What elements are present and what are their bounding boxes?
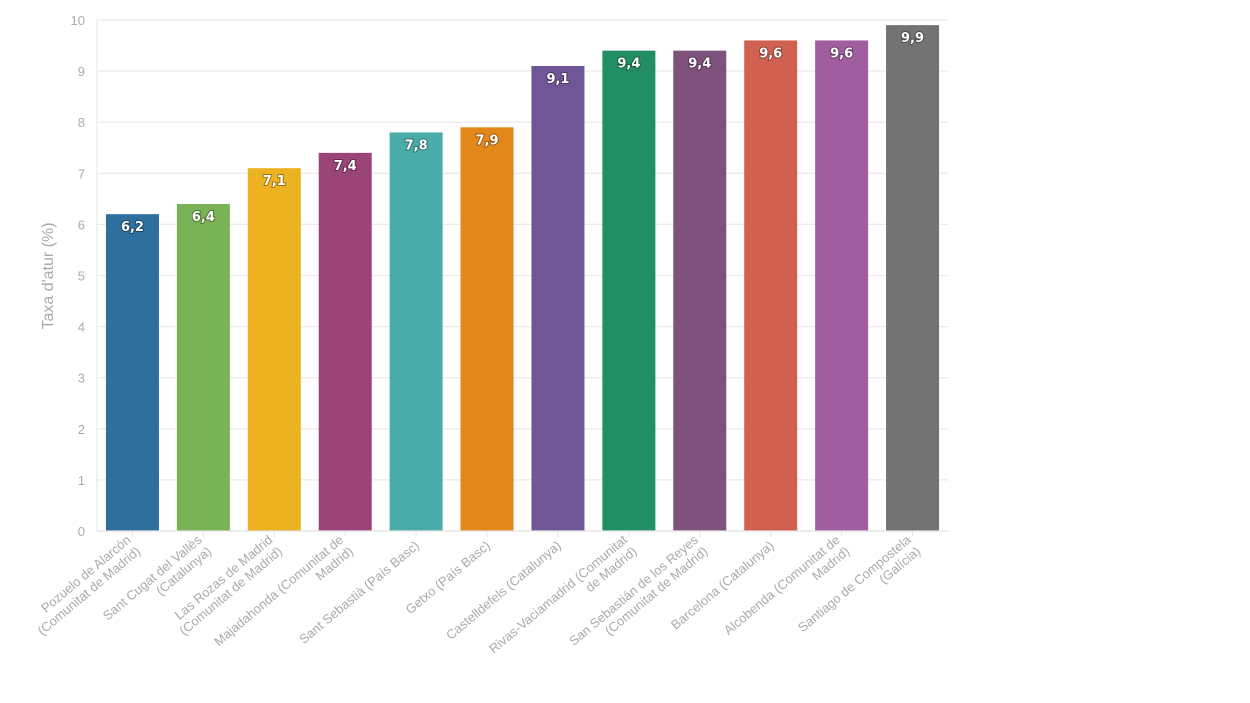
bar	[176, 203, 230, 531]
x-tick-label-line: Santiago de Compostela	[795, 532, 914, 636]
bar	[744, 40, 798, 531]
x-tick-label-line: Alcobenda (Comunitat de	[721, 532, 843, 638]
bar	[531, 65, 585, 532]
y-tick-label: 3	[78, 371, 85, 386]
bar	[318, 152, 372, 532]
bar	[602, 50, 656, 531]
bar-value-label: 6,2	[121, 220, 144, 235]
bar-value-label: 9,6	[830, 46, 853, 61]
bar	[815, 40, 869, 531]
x-tick-label-line: Castelldefels (Catalunya)	[443, 538, 564, 643]
bar	[389, 132, 443, 532]
y-tick-label: 7	[78, 166, 85, 181]
y-tick-label: 8	[78, 115, 85, 130]
bar-value-label: 6,4	[192, 210, 215, 225]
x-axis: Pozuelo de Alarcón(Comunitat de Madrid) S…	[25, 530, 948, 660]
bar	[460, 127, 514, 531]
y-tick-label: 0	[78, 524, 85, 539]
bar-value-label: 9,1	[546, 72, 569, 87]
bar-value-label: 7,1	[263, 174, 286, 189]
y-tick-label: 2	[78, 422, 85, 437]
y-axis-label: Taxa d'atur (%)	[40, 222, 57, 329]
bar-value-label: 9,4	[688, 57, 711, 72]
x-tick-label: Castelldefels (Catalunya)	[443, 538, 564, 643]
y-tick-label: 4	[78, 320, 85, 335]
bar-value-label: 7,4	[334, 159, 357, 174]
bar	[105, 214, 159, 531]
bar	[247, 168, 301, 531]
bar-value-label: 9,4	[617, 57, 640, 72]
y-tick-label: 6	[78, 217, 85, 232]
bar-value-label: 9,6	[759, 46, 782, 61]
x-tick-label: Pozuelo de Alarcón(Comunitat de Madrid)	[25, 532, 143, 638]
bar-value-label: 7,8	[405, 138, 428, 153]
bars: 6,2 6,4 7,1 7,4 7,8 7,9 9,1 9,4 9,4 9,6 9,6 9,9	[105, 25, 940, 532]
bar-value-label: 7,9	[476, 133, 499, 148]
bar-value-label: 9,9	[901, 31, 924, 46]
grid-lines	[97, 19, 948, 532]
y-tick-label: 10	[71, 13, 85, 28]
y-tick-label: 5	[78, 269, 85, 284]
bar	[673, 50, 727, 531]
y-tick-label: 1	[78, 473, 85, 488]
y-axis: 0 1 2 3 4 5 6 7 8 9 10	[71, 13, 98, 539]
bar	[886, 25, 940, 532]
y-tick-label: 9	[78, 64, 85, 79]
x-tick-label: San Sebastián de los Reyes(Comunitat de …	[566, 532, 711, 660]
